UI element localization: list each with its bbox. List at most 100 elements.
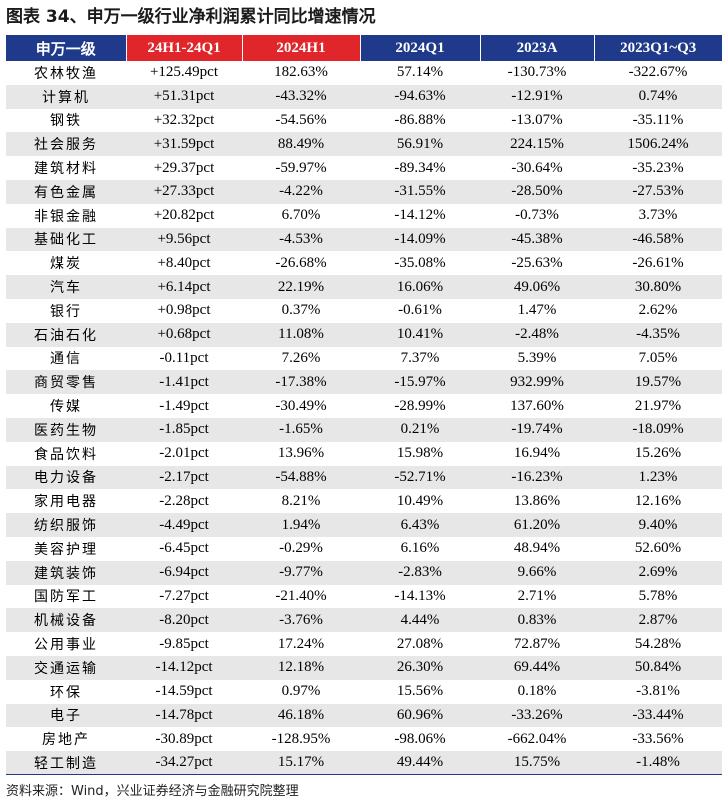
- table-row: 环保 -14.59pct 0.97% 15.56% 0.18% -3.81%: [6, 679, 722, 704]
- table-row: 通信 -0.11pct 7.26% 7.37% 5.39% 7.05%: [6, 346, 722, 371]
- value-cell: 1506.24%: [627, 135, 689, 152]
- value-cell: -45.38%: [511, 230, 563, 247]
- value-cell: -6.94pct: [159, 564, 209, 581]
- value-cell: -33.26%: [511, 706, 563, 723]
- value-cell: -59.97%: [275, 159, 327, 176]
- value-cell: -2.17pct: [159, 468, 209, 485]
- value-cell: 13.86%: [513, 492, 561, 509]
- value-cell: -34.27pct: [126, 751, 242, 776]
- industry-name-cell: 基础化工: [34, 232, 98, 249]
- table-row: 建筑材料 +29.37pct -59.97% -89.34% -30.64% -35.23…: [6, 156, 722, 180]
- value-cell: -1.85pct: [159, 421, 209, 438]
- value-cell: -8.20pct: [159, 611, 209, 628]
- value-cell: 60.96%: [396, 706, 444, 723]
- industry-name-cell: 电力设备: [34, 470, 98, 487]
- value-cell: 17.24%: [277, 635, 325, 652]
- industry-name-cell: 环保: [50, 684, 82, 701]
- value-cell: -14.59pct: [155, 683, 213, 700]
- value-cell: -94.63%: [394, 88, 446, 105]
- value-cell: -2.28pct: [159, 492, 209, 509]
- industry-name-cell: 建筑装饰: [34, 565, 98, 582]
- value-cell: +27.33pct: [153, 183, 215, 200]
- table-row: 基础化工 +9.56pct -4.53% -14.09% -45.38% -46.58%: [6, 227, 722, 252]
- industry-name-cell: 农林牧渔: [34, 65, 98, 82]
- table-row: 机械设备 -8.20pct -3.76% 4.44% 0.83% 2.87%: [6, 608, 722, 633]
- value-cell: -0.61%: [398, 302, 442, 319]
- value-cell: -28.50%: [511, 183, 563, 200]
- value-cell: 6.70%: [281, 207, 321, 224]
- industry-name-cell: 交通运输: [34, 660, 98, 677]
- table-row: 社会服务 +31.59pct 88.49% 56.91% 224.15% 1506.24%: [6, 132, 722, 157]
- value-cell: 2.62%: [638, 302, 678, 319]
- value-cell: 1.23%: [638, 468, 678, 485]
- value-cell: 7.05%: [638, 349, 678, 366]
- table-row: 电子 -14.78pct 46.18% 60.96% -33.26% -33.44%: [6, 703, 722, 728]
- industry-name-cell: 钢铁: [50, 113, 82, 130]
- table-row: 非银金融 +20.82pct 6.70% -14.12% -0.73% 3.73%: [6, 203, 722, 228]
- value-cell: -9.77%: [279, 564, 323, 581]
- value-cell: 224.15%: [510, 135, 564, 152]
- column-header-2023a: 2023A: [479, 35, 594, 61]
- value-cell: -54.56%: [275, 111, 327, 128]
- table-row: 房地产 -30.89pct -128.95% -98.06% -662.04% -33.5…: [6, 727, 722, 752]
- table-row: 交通运输 -14.12pct 12.18% 26.30% 69.44% 50.84%: [6, 655, 722, 680]
- value-cell: 15.17%: [242, 751, 360, 776]
- value-cell: 50.84%: [634, 659, 682, 676]
- industry-name-cell: 家用电器: [34, 494, 98, 511]
- value-cell: 16.06%: [396, 278, 444, 295]
- industry-name-cell: 纺织服饰: [34, 518, 98, 535]
- table-row: 美容护理 -6.45pct -0.29% 6.16% 48.94% 52.60%: [6, 536, 722, 561]
- table-row: 钢铁 +32.32pct -54.56% -86.88% -13.07% -35.11%: [6, 108, 722, 133]
- value-cell: -6.45pct: [159, 540, 209, 557]
- value-cell: -17.38%: [275, 373, 327, 390]
- value-cell: 54.28%: [634, 635, 682, 652]
- value-cell: -30.49%: [275, 397, 327, 414]
- column-header-2024q1: 2024Q1: [359, 35, 480, 61]
- value-cell: 88.49%: [277, 135, 325, 152]
- value-cell: 46.18%: [277, 706, 325, 723]
- table-row: 有色金属 +27.33pct -4.22% -31.55% -28.50% -27.53%: [6, 179, 722, 204]
- value-cell: 15.26%: [634, 445, 682, 462]
- value-cell: -35.23%: [632, 159, 684, 176]
- table-header-row: 申万一级 24H1-24Q1 2024H1 2024Q1 2023A 2023Q…: [6, 35, 722, 61]
- value-cell: 15.75%: [480, 751, 594, 776]
- table-row: 轻工制造 -34.27pct 15.17% 49.44% 15.75% -1.48%: [6, 751, 722, 776]
- value-cell: 15.56%: [396, 683, 444, 700]
- table-row: 建筑装饰 -6.94pct -9.77% -2.83% 9.66% 2.69%: [6, 560, 722, 585]
- value-cell: -322.67%: [628, 64, 688, 81]
- value-cell: +29.37pct: [153, 159, 215, 176]
- value-cell: 0.37%: [281, 302, 321, 319]
- industry-name-cell: 汽车: [50, 280, 82, 297]
- value-cell: 30.80%: [634, 278, 682, 295]
- value-cell: 61.20%: [513, 516, 561, 533]
- table-row: 医药生物 -1.85pct -1.65% 0.21% -19.74% -18.09%: [6, 417, 722, 442]
- industry-name-cell: 煤炭: [50, 256, 82, 273]
- industry-name-cell: 社会服务: [34, 137, 98, 154]
- value-cell: -46.58%: [632, 230, 684, 247]
- value-cell: -662.04%: [507, 730, 567, 747]
- value-cell: 27.08%: [396, 635, 444, 652]
- table-row: 公用事业 -9.85pct 17.24% 27.08% 72.87% 54.28%: [6, 632, 722, 656]
- value-cell: +31.59pct: [153, 135, 215, 152]
- table-row: 电力设备 -2.17pct -54.88% -52.71% -16.23% 1.23%: [6, 465, 722, 490]
- value-cell: 12.16%: [634, 492, 682, 509]
- industry-name-cell: 银行: [50, 303, 82, 320]
- column-header-24h1-24q1: 24H1-24Q1: [125, 35, 242, 61]
- value-cell: -4.22%: [279, 183, 323, 200]
- value-cell: 10.49%: [396, 492, 444, 509]
- value-cell: 26.30%: [396, 659, 444, 676]
- value-cell: 9.40%: [638, 516, 678, 533]
- table-row: 计算机 +51.31pct -43.32% -94.63% -12.91% 0.74%: [6, 84, 722, 109]
- value-cell: -31.55%: [394, 183, 446, 200]
- value-cell: -2.83%: [398, 564, 442, 581]
- industry-name-cell: 食品饮料: [34, 446, 98, 463]
- value-cell: -0.29%: [279, 540, 323, 557]
- industry-name-cell: 美容护理: [34, 541, 98, 558]
- value-cell: -1.48%: [594, 751, 722, 776]
- value-cell: 69.44%: [513, 659, 561, 676]
- value-cell: -130.73%: [507, 64, 567, 81]
- value-cell: -14.12pct: [155, 659, 213, 676]
- value-cell: 10.41%: [396, 326, 444, 343]
- value-cell: -0.11pct: [159, 349, 209, 366]
- industry-name-cell: 传媒: [50, 399, 82, 416]
